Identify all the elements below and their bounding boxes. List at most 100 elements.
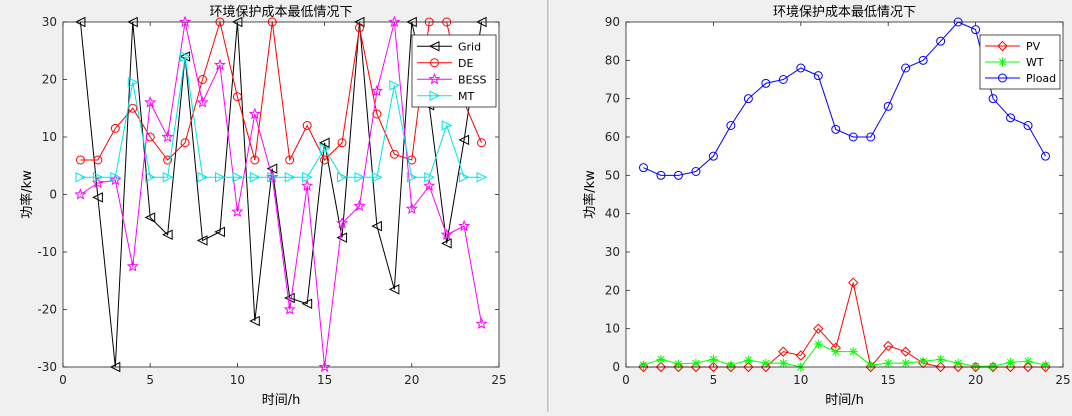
data-point-MT xyxy=(249,171,261,183)
data-point-Pload xyxy=(848,132,858,142)
data-point-Pload xyxy=(638,163,648,173)
data-point-DE xyxy=(389,149,399,159)
data-point-DE xyxy=(354,23,364,33)
data-point-WT xyxy=(883,358,893,368)
data-point-BESS xyxy=(370,84,383,97)
data-point-WT xyxy=(673,359,683,369)
data-point-PV xyxy=(655,361,667,373)
data-point-BESS xyxy=(388,15,401,28)
legend-label-BESS: BESS xyxy=(458,73,486,86)
data-point-Pload xyxy=(971,25,981,35)
y-tick-label: 30 xyxy=(42,15,57,29)
data-point-PV xyxy=(935,361,946,373)
data-point-MT xyxy=(110,171,121,183)
data-point-BESS xyxy=(353,199,366,212)
data-point-WT xyxy=(761,358,771,368)
data-point-BESS xyxy=(144,96,157,108)
series-MT xyxy=(75,51,488,183)
data-point-WT xyxy=(1006,357,1016,367)
data-point-Pload xyxy=(796,63,806,73)
data-point-Grid xyxy=(441,238,452,249)
data-point-Grid xyxy=(249,315,260,327)
data-point-Grid xyxy=(162,229,173,241)
data-point-PV xyxy=(708,361,719,373)
legend-label-Pload: Pload xyxy=(1026,72,1056,85)
data-point-MT xyxy=(424,171,435,183)
data-point-Pload xyxy=(691,167,701,176)
data-point-MT xyxy=(476,171,488,183)
data-point-Pload xyxy=(673,170,683,180)
plot-frame xyxy=(625,21,1064,368)
y-tick-label: 30 xyxy=(605,245,620,259)
data-point-WT xyxy=(1023,356,1033,366)
data-point-Grid xyxy=(301,298,313,310)
chart-title: 环境保护成本最低情况下 xyxy=(209,5,352,20)
data-point-Pload xyxy=(936,36,946,46)
data-point-WT xyxy=(988,361,998,371)
data-point-Grid xyxy=(336,232,348,243)
data-point-PV xyxy=(743,361,754,373)
data-point-PV xyxy=(778,346,789,357)
right-figure: 0 5 10 15 20 25 0 10 20 30 40 50 60 70 80 90 环境保护成本最低情况下… xyxy=(550,0,1072,412)
data-point-WT xyxy=(971,361,981,371)
data-point-BESS xyxy=(213,58,227,71)
left-figure: 0 5 10 15 20 25 -30 -20 -10 0 10 20 30 环境保护成本最低情况下 时间/… xyxy=(19,5,507,408)
data-point-BESS xyxy=(161,130,174,143)
data-point-Grid xyxy=(284,292,295,304)
data-point-WT xyxy=(866,360,876,370)
y-tick-label: -10 xyxy=(37,245,57,259)
data-point-WT xyxy=(831,347,841,357)
data-point-BESS xyxy=(248,107,261,120)
data-point-Pload xyxy=(1041,151,1051,161)
data-point-DE xyxy=(285,155,295,165)
data-point-Pload xyxy=(726,121,736,130)
data-point-WT xyxy=(778,358,788,368)
legend-marker-BESS xyxy=(428,72,441,85)
data-point-Grid xyxy=(458,134,470,146)
x-tick-label: 0 xyxy=(622,373,630,387)
data-point-Pload xyxy=(1006,113,1016,123)
data-point-MT xyxy=(127,77,139,88)
data-point-MT xyxy=(214,171,226,183)
y-tick-label: 10 xyxy=(42,130,57,144)
data-point-Grid xyxy=(388,284,400,295)
x-axis-label: 时间/h xyxy=(825,393,864,408)
legend-label-MT: MT xyxy=(458,90,474,103)
data-point-Grid xyxy=(92,192,103,203)
window-divider[interactable] xyxy=(547,0,550,412)
data-point-MT xyxy=(180,51,191,62)
data-point-MT xyxy=(354,171,366,183)
data-point-Pload xyxy=(656,170,666,180)
data-point-WT xyxy=(743,355,753,365)
data-point-WT xyxy=(848,347,858,357)
data-point-DE xyxy=(337,138,347,148)
data-point-BESS xyxy=(318,360,331,373)
legend-marker-DE xyxy=(430,58,439,68)
y-tick-label: 70 xyxy=(605,92,620,106)
y-tick-label: 10 xyxy=(605,322,620,336)
data-point-Pload xyxy=(866,132,876,142)
y-tick-label: -30 xyxy=(37,360,57,374)
data-point-DE xyxy=(320,155,330,165)
legend-label-DE: DE xyxy=(458,57,473,70)
x-tick-label: 10 xyxy=(230,373,245,387)
data-point-MT xyxy=(197,171,209,183)
data-point-DE xyxy=(180,138,190,148)
series-line-BESS xyxy=(80,21,483,368)
data-point-BESS xyxy=(458,219,471,232)
series-line-MT xyxy=(80,56,482,178)
legend-box xyxy=(411,34,497,108)
data-point-MT xyxy=(406,171,418,183)
data-point-DE xyxy=(407,155,417,165)
data-point-BESS xyxy=(196,96,209,108)
data-point-MT xyxy=(162,171,174,183)
data-point-Grid xyxy=(266,163,278,174)
data-point-Pload xyxy=(918,55,928,65)
data-point-BESS xyxy=(301,179,314,192)
data-point-DE xyxy=(302,121,312,130)
data-point-MT xyxy=(284,171,296,183)
legend-marker-WT xyxy=(998,57,1007,67)
data-point-PV xyxy=(882,340,894,352)
data-point-MT xyxy=(459,171,470,183)
y-tick-label: 50 xyxy=(605,168,620,182)
